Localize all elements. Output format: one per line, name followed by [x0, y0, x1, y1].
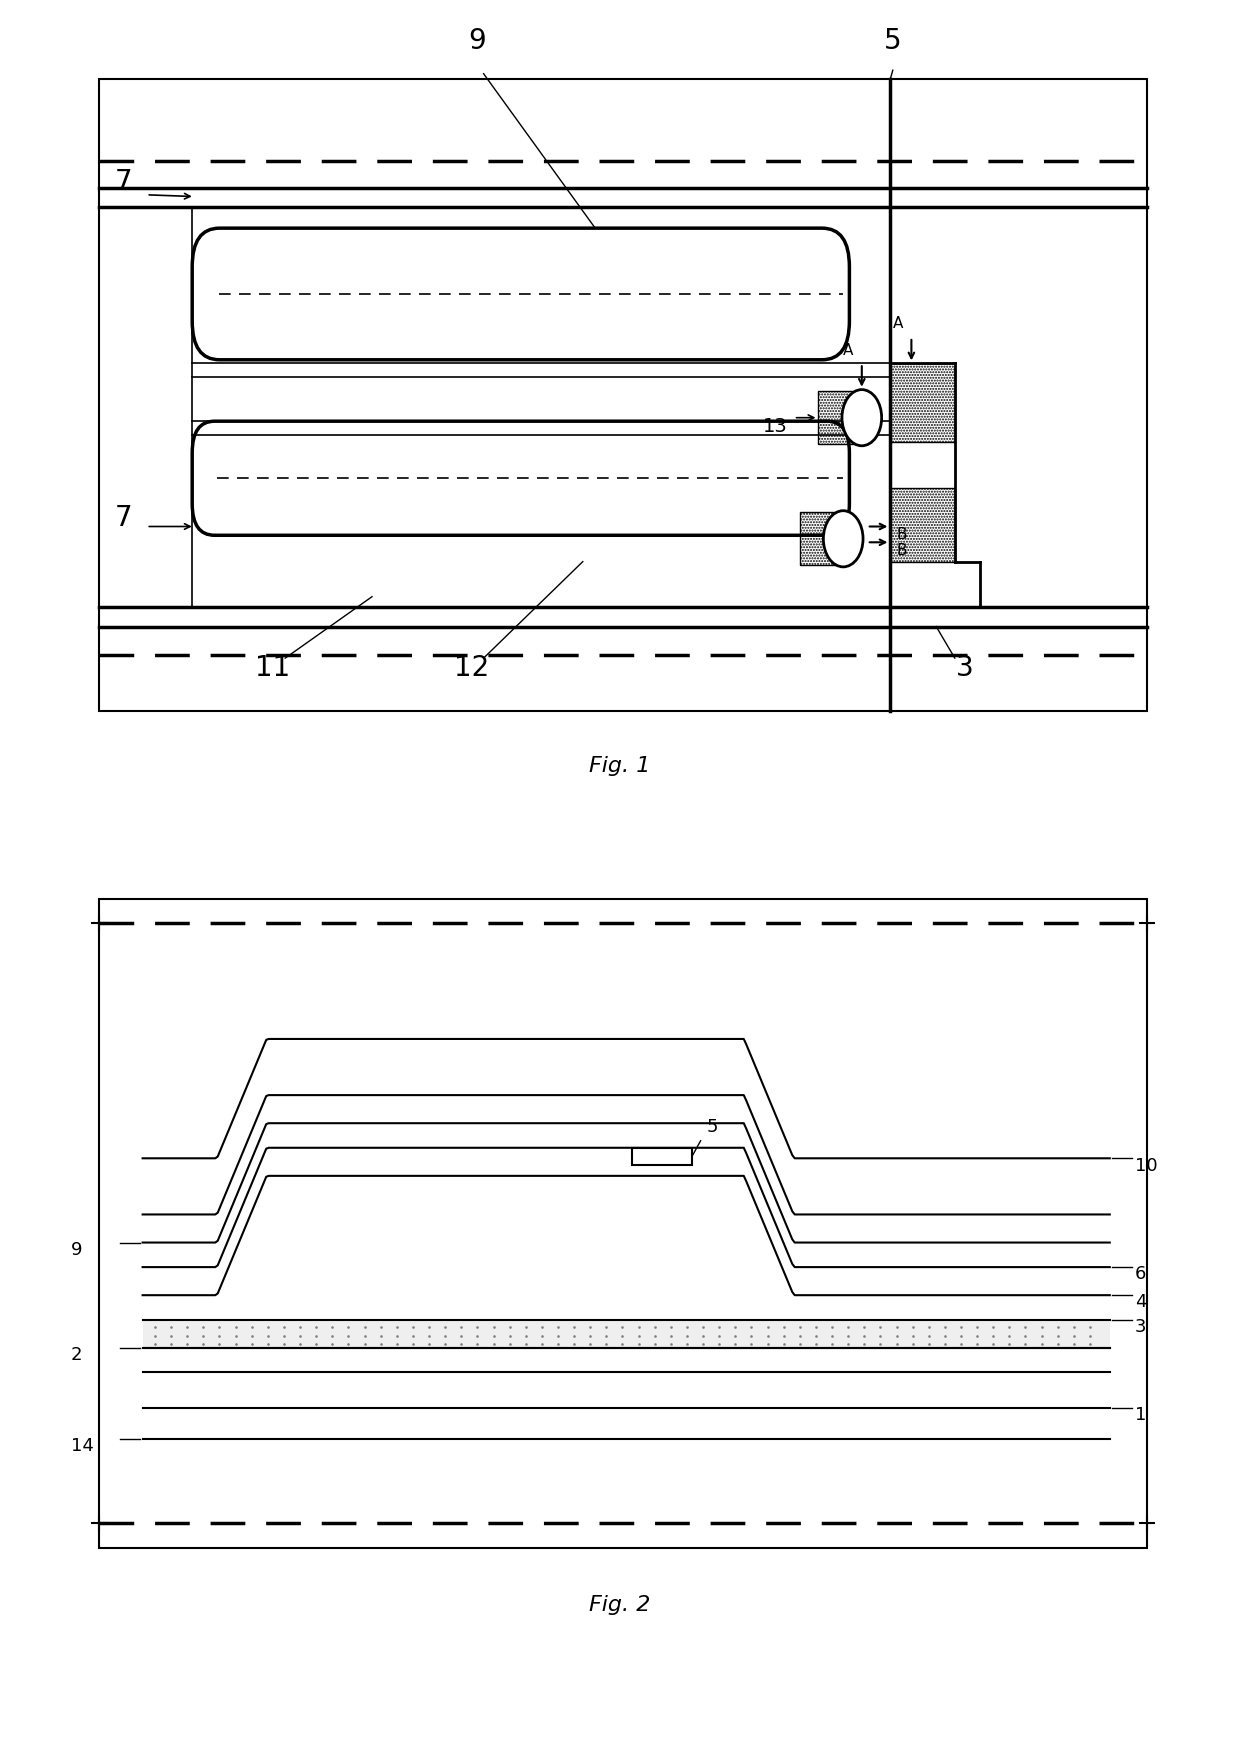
- Text: 3: 3: [1135, 1318, 1146, 1336]
- Text: 9: 9: [469, 26, 486, 54]
- Text: 6: 6: [1135, 1265, 1146, 1283]
- Text: 7: 7: [115, 504, 133, 532]
- Text: 2: 2: [71, 1346, 82, 1364]
- Bar: [800, 512, 841, 565]
- Text: 5: 5: [884, 26, 901, 54]
- FancyBboxPatch shape: [192, 228, 849, 360]
- Text: 3: 3: [956, 653, 973, 681]
- Text: 1: 1: [1135, 1406, 1146, 1423]
- Text: 4: 4: [1135, 1293, 1146, 1311]
- FancyBboxPatch shape: [192, 421, 849, 535]
- Text: B: B: [897, 526, 906, 542]
- Text: A: A: [893, 316, 903, 332]
- Text: B: B: [897, 542, 906, 558]
- Text: 7: 7: [115, 167, 133, 195]
- Text: 14: 14: [71, 1437, 93, 1455]
- Bar: [890, 488, 955, 562]
- Bar: [99, 79, 1147, 711]
- Text: 13: 13: [763, 416, 787, 435]
- Text: 10: 10: [1135, 1157, 1157, 1174]
- Text: 5: 5: [707, 1118, 718, 1135]
- Text: Fig. 2: Fig. 2: [589, 1595, 651, 1615]
- Circle shape: [823, 511, 863, 567]
- Bar: [818, 391, 859, 444]
- Bar: [632, 1148, 692, 1165]
- Text: Fig. 1: Fig. 1: [589, 756, 651, 776]
- Text: 11: 11: [255, 653, 290, 681]
- Text: 9: 9: [71, 1241, 82, 1258]
- Text: 12: 12: [454, 653, 489, 681]
- Bar: [143, 1320, 1110, 1348]
- Bar: [99, 899, 1147, 1548]
- Text: A: A: [843, 342, 853, 358]
- Circle shape: [842, 390, 882, 446]
- Bar: [890, 363, 955, 442]
